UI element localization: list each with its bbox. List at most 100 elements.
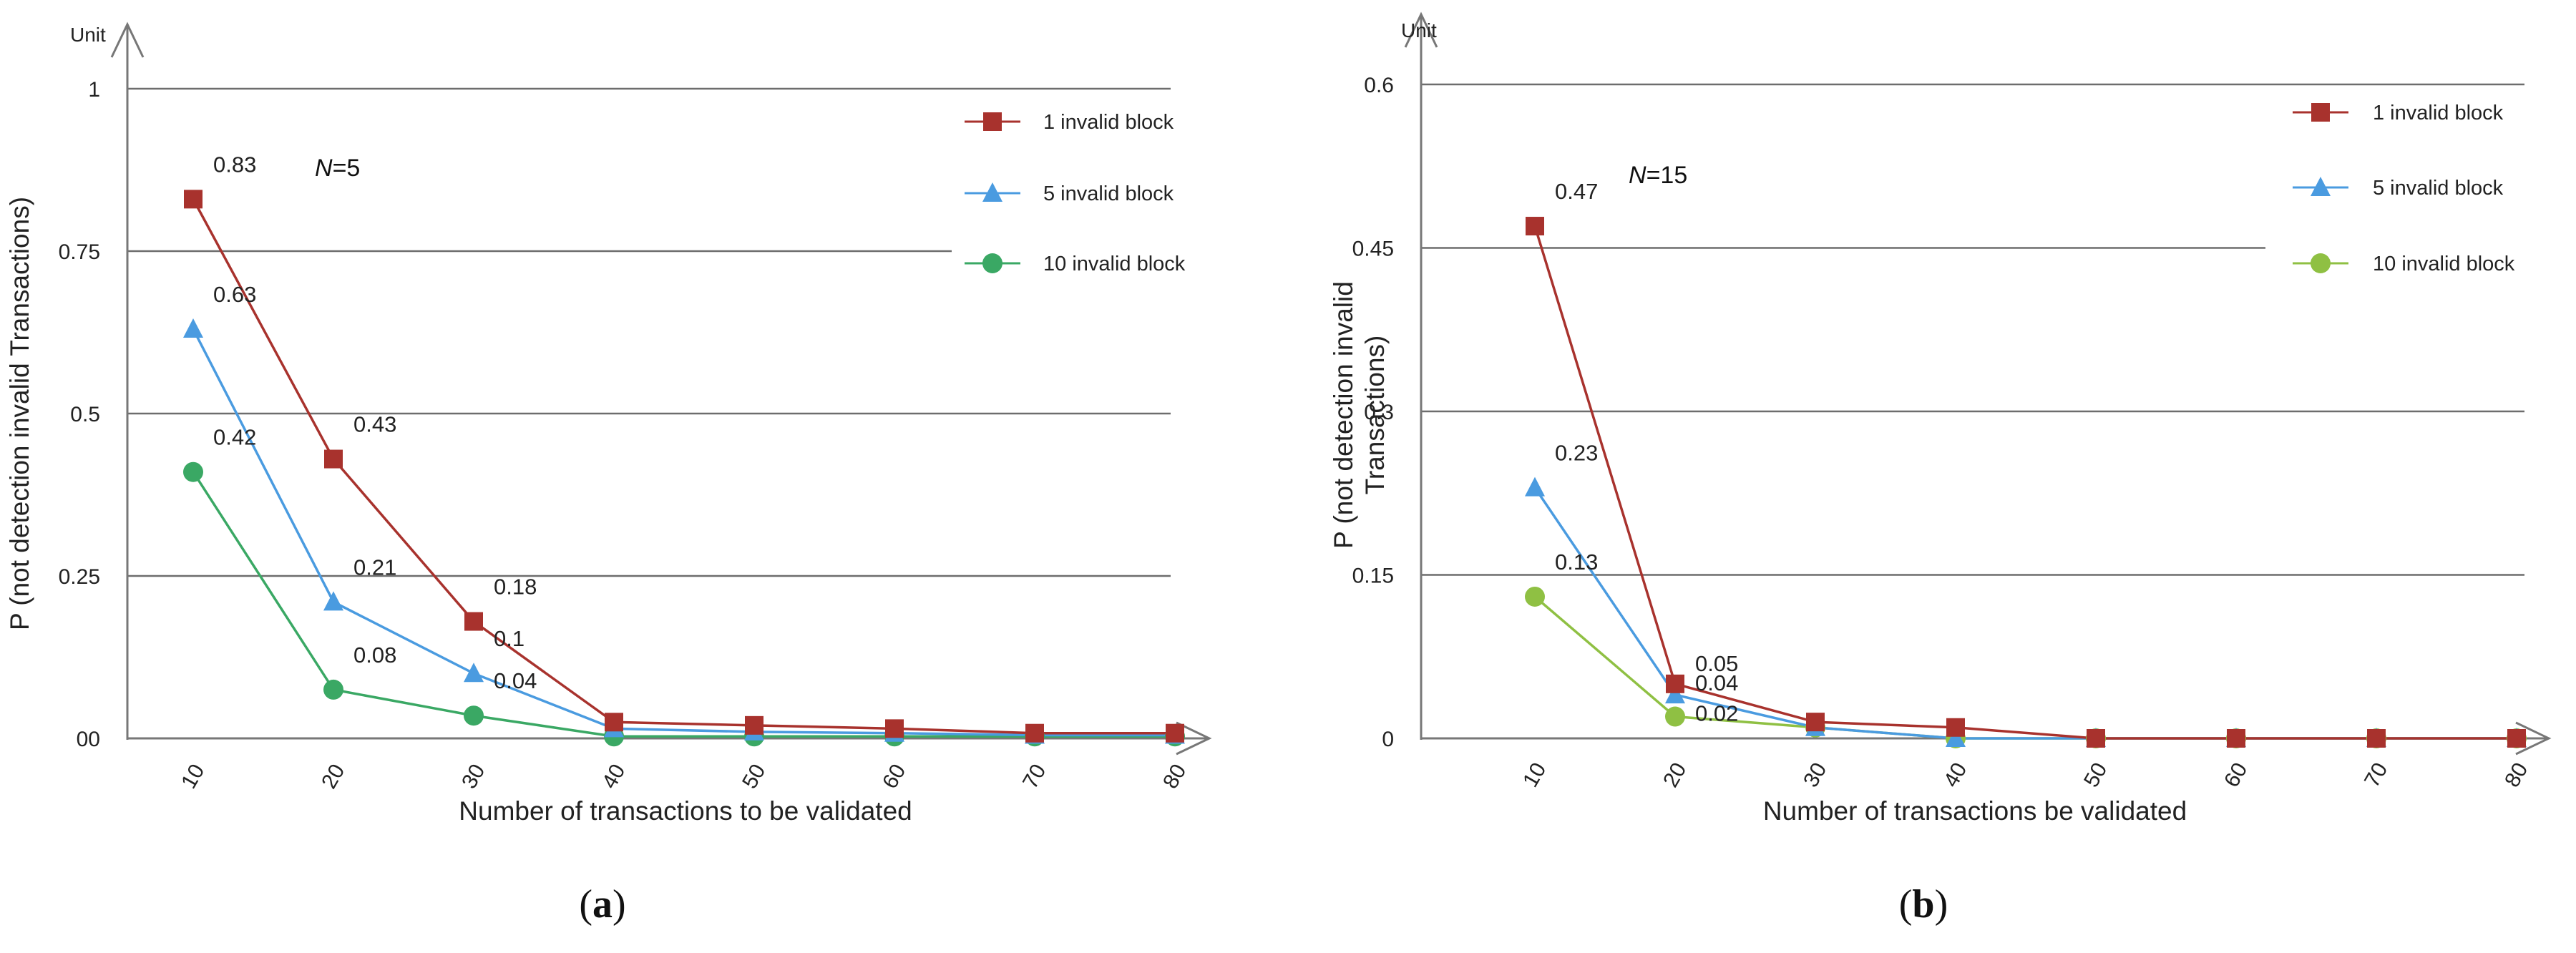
data-point — [1525, 586, 1545, 607]
x-tick-label: 50 — [738, 761, 770, 793]
data-point — [2227, 729, 2245, 748]
y-axis-title: P (not detection invalidTransactions) — [1329, 281, 1390, 549]
data-point — [184, 190, 203, 209]
legend-label: 5 invalid block — [1043, 182, 1174, 205]
n-annotation: N=5 — [315, 155, 360, 182]
series-line — [192, 471, 1175, 738]
panel-caption: (b) — [1899, 882, 1948, 927]
data-point — [183, 318, 203, 338]
data-point — [2087, 729, 2105, 748]
x-tick-label: 60 — [2220, 759, 2252, 791]
data-point — [1166, 723, 1184, 743]
y-tick-label: 0.3 — [1364, 401, 1394, 424]
x-tick-label: 40 — [1939, 759, 1971, 791]
series-line — [192, 198, 1175, 735]
x-tick-label: 20 — [1659, 759, 1691, 791]
chart-panel-a: 00 0.25 0.5 0.75 1 Unit 10 20 30 40 50 60 70 80 Number… — [5, 21, 1212, 927]
legend-marker — [983, 112, 1002, 131]
chart-panel-b: 0 0.15 0.3 0.45 0.6 Unit 10 20 30 40 50 60 70 80 Numbe… — [1329, 11, 2552, 927]
data-point — [464, 612, 483, 631]
x-axis-arrow — [1176, 721, 1212, 756]
y-axis-arrow — [110, 21, 145, 58]
data-point — [605, 713, 623, 732]
unit-label: Unit — [1401, 19, 1437, 41]
data-point — [183, 461, 203, 482]
data-point — [323, 679, 343, 700]
legend-marker — [2311, 177, 2331, 196]
data-label: 0.63 — [213, 282, 256, 307]
legend-marker — [2311, 253, 2331, 273]
y-tick-label: 0.75 — [59, 240, 100, 264]
y-tick-label: 0.5 — [70, 403, 100, 426]
data-label: 0.42 — [213, 425, 256, 450]
data-label: 0.1 — [494, 626, 525, 651]
data-label: 0.23 — [1555, 441, 1598, 466]
legend-marker — [2311, 103, 2330, 122]
data-label: 0.21 — [353, 554, 396, 580]
data-point — [464, 663, 484, 683]
data-point — [323, 591, 343, 611]
data-label: 0.83 — [213, 152, 256, 177]
data-label: 0.13 — [1555, 549, 1598, 575]
data-point — [1946, 728, 1966, 747]
data-label: 0.18 — [494, 575, 537, 600]
legend-marker — [982, 253, 1002, 273]
x-tick-label: 40 — [597, 761, 630, 793]
y-tick-label: 1 — [88, 78, 100, 102]
y-tick-label: 0 — [1382, 728, 1394, 751]
x-tick-label: 30 — [1799, 759, 1831, 791]
series-line — [192, 328, 1175, 737]
x-tick-label: 10 — [1518, 759, 1551, 791]
legend-label: 1 invalid block — [1043, 111, 1174, 134]
data-label: 0.04 — [494, 668, 537, 693]
data-point — [1665, 706, 1685, 727]
data-point — [464, 705, 484, 726]
y-tick-label: 0.25 — [59, 565, 100, 589]
data-point — [324, 449, 343, 469]
data-point — [1806, 713, 1825, 732]
data-point — [1025, 723, 1044, 743]
data-point — [1526, 217, 1544, 236]
data-point — [745, 715, 763, 735]
data-point — [1946, 718, 1965, 737]
data-label: 0.05 — [1695, 651, 1738, 676]
x-tick-label: 80 — [1158, 761, 1191, 793]
data-label: 0.43 — [353, 412, 396, 437]
panel-caption: (a) — [579, 882, 625, 927]
data-point — [1666, 674, 1684, 693]
x-tick-label: 50 — [2079, 759, 2112, 791]
series-line — [1533, 225, 2517, 740]
data-label: 0.04 — [1695, 670, 1738, 695]
data-point — [2507, 729, 2526, 748]
legend-label: 1 invalid block — [2373, 102, 2504, 124]
legend-label: 10 invalid block — [2373, 253, 2515, 275]
y-tick-label: 0.6 — [1364, 74, 1394, 97]
legend-label: 5 invalid block — [2373, 177, 2504, 200]
y-tick-label: 00 — [77, 728, 100, 751]
data-point — [1665, 684, 1685, 704]
n-annotation: N=15 — [1629, 162, 1687, 189]
x-tick-label: 70 — [1018, 761, 1050, 793]
x-tick-label: 80 — [2500, 759, 2532, 791]
legend-label: 10 invalid block — [1043, 253, 1186, 275]
y-axis-title: P (not detection invalid Transactions) — [5, 197, 34, 630]
data-point — [885, 719, 904, 738]
x-tick-label: 70 — [2360, 759, 2392, 791]
legend-marker — [982, 182, 1002, 202]
data-label: 0.08 — [353, 642, 396, 668]
x-tick-label: 10 — [177, 761, 209, 793]
unit-label: Unit — [70, 24, 106, 46]
y-axis-arrow — [1404, 11, 1438, 48]
data-point — [2367, 729, 2386, 748]
data-label: 0.47 — [1555, 179, 1598, 204]
y-tick-label: 0.15 — [1352, 565, 1394, 588]
x-tick-label: 30 — [457, 761, 489, 793]
x-axis-title: Number of transactions to be validated — [459, 796, 912, 826]
data-label: 0.02 — [1695, 701, 1738, 726]
data-point — [1525, 476, 1545, 497]
y-tick-label: 0.45 — [1352, 238, 1394, 261]
x-tick-label: 60 — [878, 761, 910, 793]
x-axis-title: Number of transactions be validated — [1763, 796, 2187, 826]
x-axis-arrow — [2515, 721, 2552, 756]
